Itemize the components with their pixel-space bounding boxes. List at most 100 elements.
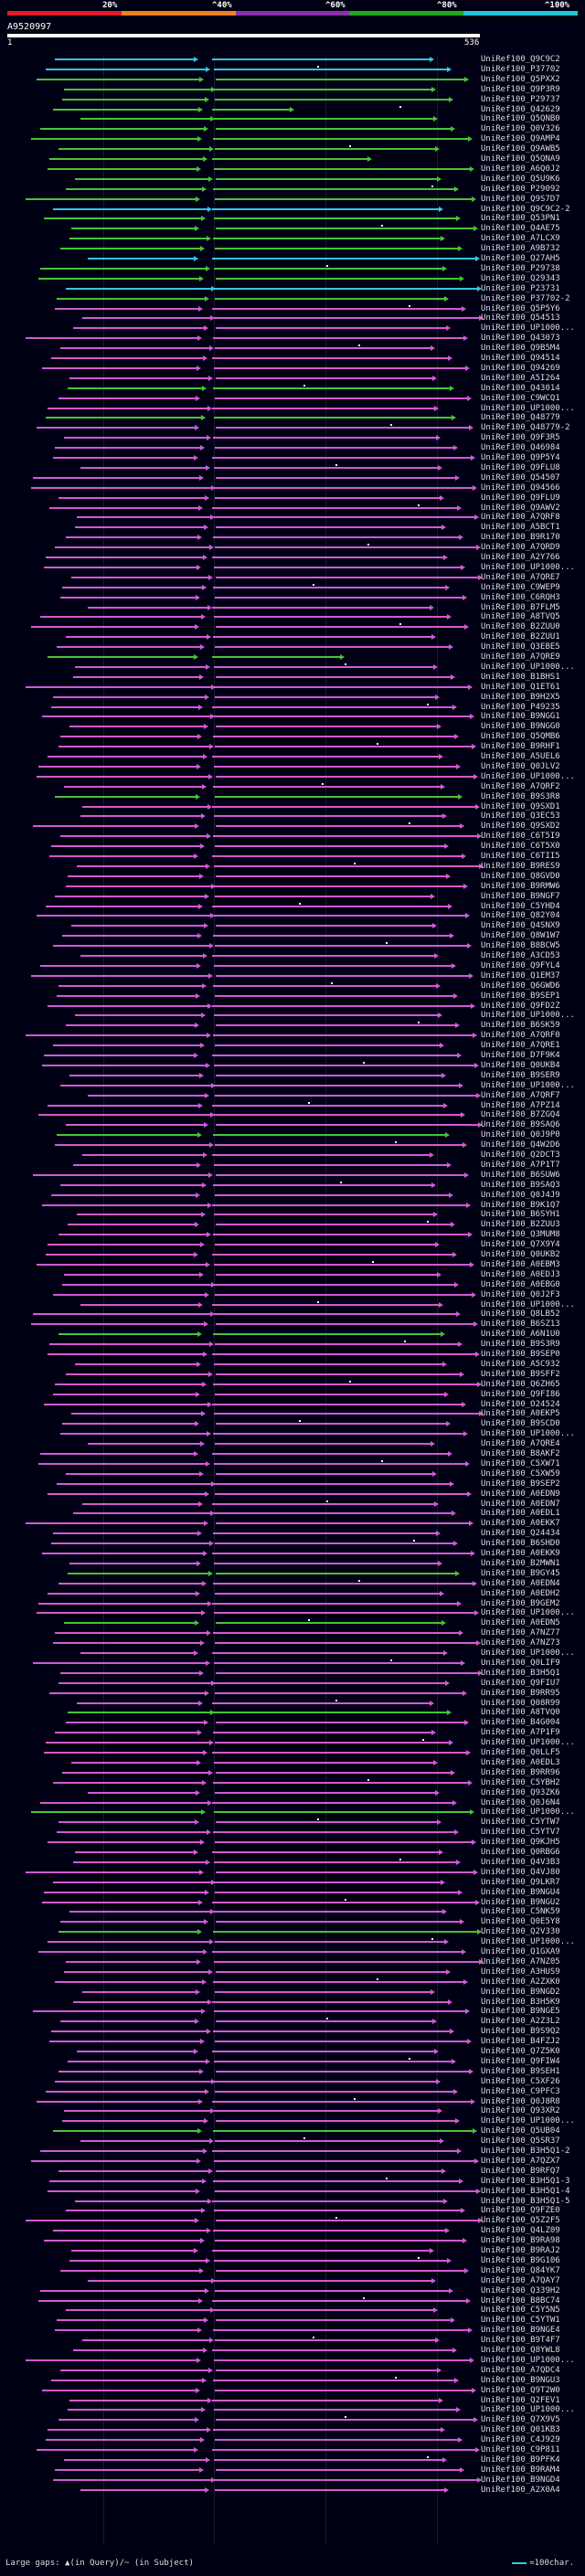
hit-label[interactable]: UniRef100_A7QRF0 [481, 1031, 560, 1040]
hit-label[interactable]: UniRef100_A5C932 [481, 1360, 560, 1369]
hit-label[interactable]: UniRef100_B3H5Q1-4 [481, 2187, 570, 2196]
hit-label[interactable]: UniRef100_A7P1T7 [481, 1161, 560, 1170]
hit-label[interactable]: UniRef100_C5YTW1 [481, 2316, 560, 2325]
hit-label[interactable]: UniRef100_Q82Y04 [481, 911, 560, 920]
hit-label[interactable]: UniRef100_Q0V326 [481, 124, 560, 133]
hit-label[interactable]: UniRef100_Q1GXA9 [481, 1947, 560, 1956]
hit-label[interactable]: UniRef100_A6Q0J2 [481, 164, 560, 174]
hit-label[interactable]: UniRef100_A7QRD9 [481, 543, 560, 552]
hit-label[interactable]: UniRef100_UP1000... [481, 2405, 575, 2414]
hit-label[interactable]: UniRef100_B6SHD0 [481, 1539, 560, 1548]
hit-label[interactable]: UniRef100_B9S3R9 [481, 1340, 560, 1349]
hit-label[interactable]: UniRef100_B2ZUU0 [481, 622, 560, 631]
hit-label[interactable]: UniRef100_Q7Z5K0 [481, 2047, 560, 2056]
hit-label[interactable]: UniRef100_B9NGF7 [481, 892, 560, 901]
hit-label[interactable]: UniRef100_A5BCT1 [481, 523, 560, 532]
hit-label[interactable]: UniRef100_P29737 [481, 95, 560, 104]
hit-label[interactable]: UniRef100_B9K1Q7 [481, 1201, 560, 1210]
hit-label[interactable]: UniRef100_A0EDN5 [481, 1618, 560, 1627]
hit-label[interactable]: UniRef100_B3H5Q1-5 [481, 2197, 570, 2206]
hit-label[interactable]: UniRef100_B1BHS1 [481, 673, 560, 682]
hit-label[interactable]: UniRef100_A5I264 [481, 374, 560, 383]
hit-label[interactable]: UniRef100_Q339H2 [481, 2286, 560, 2295]
hit-label[interactable]: UniRef100_B2MWN1 [481, 1559, 560, 1568]
hit-label[interactable]: UniRef100_C6RQH3 [481, 593, 560, 602]
hit-label[interactable]: UniRef100_C6T5I9 [481, 832, 560, 841]
hit-label[interactable]: UniRef100_Q2FEV1 [481, 2396, 560, 2405]
hit-label[interactable]: UniRef100_B9G106 [481, 2256, 560, 2265]
hit-label[interactable]: UniRef100_C4J929 [481, 2435, 560, 2444]
hit-label[interactable]: UniRef100_Q5SR37 [481, 2136, 560, 2146]
hit-label[interactable]: UniRef100_Q6ZH65 [481, 1380, 560, 1389]
hit-label[interactable]: UniRef100_B9RR95 [481, 1689, 560, 1698]
hit-label[interactable]: UniRef100_B9SCD0 [481, 1419, 560, 1428]
hit-label[interactable]: UniRef100_Q9LKR7 [481, 1878, 560, 1887]
hit-label[interactable]: UniRef100_B9GY45 [481, 1569, 560, 1578]
hit-label[interactable]: UniRef100_P37702 [481, 65, 560, 74]
hit-label[interactable]: UniRef100_C5XF26 [481, 2077, 560, 2086]
hit-label[interactable]: UniRef100_Q9B5M4 [481, 344, 560, 353]
hit-label[interactable]: UniRef100_Q9AMP4 [481, 134, 560, 143]
hit-label[interactable]: UniRef100_A7QRE7 [481, 573, 560, 582]
hit-label[interactable]: UniRef100_C9WEP9 [481, 583, 560, 592]
hit-label[interactable]: UniRef100_Q9KJH5 [481, 1838, 560, 1847]
hit-label[interactable]: UniRef100_Q1ET61 [481, 683, 560, 692]
hit-label[interactable]: UniRef100_B9SAQ3 [481, 1181, 560, 1190]
hit-label[interactable]: UniRef100_A8TVQ0 [481, 1708, 560, 1717]
hit-label[interactable]: UniRef100_Q0J2F3 [481, 1290, 560, 1299]
hit-label[interactable]: UniRef100_Q4W2D6 [481, 1140, 560, 1150]
hit-label[interactable]: UniRef100_B9R170 [481, 533, 560, 542]
hit-label[interactable]: UniRef100_C5YBH2 [481, 1778, 560, 1787]
hit-label[interactable]: UniRef100_A8TVQ5 [481, 612, 560, 621]
hit-label[interactable]: UniRef100_Q8GVD0 [481, 872, 560, 881]
hit-label[interactable]: UniRef100_B9NGG1 [481, 712, 560, 721]
hit-label[interactable]: UniRef100_A0EDL3 [481, 1758, 560, 1767]
hit-label[interactable]: UniRef100_B3H5Q1-3 [481, 2177, 570, 2186]
hit-label[interactable]: UniRef100_UP1000... [481, 1081, 575, 1090]
hit-label[interactable]: UniRef100_UP1000... [481, 2356, 575, 2365]
hit-label[interactable]: UniRef100_UP1000... [481, 772, 575, 781]
hit-label[interactable]: UniRef100_A0EDL1 [481, 1509, 560, 1518]
hit-label[interactable]: UniRef100_Q0UKB4 [481, 1061, 560, 1070]
hit-label[interactable]: UniRef100_A0EKK9 [481, 1549, 560, 1558]
hit-label[interactable]: UniRef100_B9RMW6 [481, 882, 560, 891]
hit-label[interactable]: UniRef100_B9NGG0 [481, 722, 560, 731]
hit-label[interactable]: UniRef100_Q94269 [481, 364, 560, 373]
hit-label[interactable]: UniRef100_B9NGD4 [481, 2475, 560, 2485]
hit-label[interactable]: UniRef100_UP1000... [481, 323, 575, 333]
hit-label[interactable]: UniRef100_A7QZX7 [481, 2157, 560, 2166]
hit-label[interactable]: UniRef100_Q5QNB0 [481, 114, 560, 123]
hit-label[interactable]: UniRef100_A7QRF8 [481, 513, 560, 522]
hit-label[interactable]: UniRef100_Q2DCT3 [481, 1150, 560, 1160]
hit-label[interactable]: UniRef100_UP1000... [481, 1937, 575, 1946]
hit-label[interactable]: UniRef100_Q5Z2F5 [481, 2216, 560, 2225]
hit-label[interactable]: UniRef100_Q5U9K6 [481, 175, 560, 184]
hit-label[interactable]: UniRef100_B9SEP2 [481, 1479, 560, 1489]
hit-label[interactable]: UniRef100_C5Y5N5 [481, 2306, 560, 2315]
hit-label[interactable]: UniRef100_Q2V330 [481, 1927, 560, 1936]
hit-label[interactable]: UniRef100_C5NK59 [481, 1907, 560, 1916]
hit-label[interactable]: UniRef100_D7F9K4 [481, 1051, 560, 1060]
hit-label[interactable]: UniRef100_B9PFK4 [481, 2455, 560, 2465]
hit-label[interactable]: UniRef100_B9T4F7 [481, 2336, 560, 2345]
hit-label[interactable]: UniRef100_B9RAJ2 [481, 2246, 560, 2255]
hit-label[interactable]: UniRef100_B9NGU2 [481, 1898, 560, 1907]
hit-label[interactable]: UniRef100_Q08R99 [481, 1699, 560, 1708]
hit-label[interactable]: UniRef100_B3H5Q1 [481, 1669, 560, 1678]
hit-label[interactable]: UniRef100_B9RFQ7 [481, 2167, 560, 2176]
hit-label[interactable]: UniRef100_Q0UKB2 [481, 1250, 560, 1259]
hit-label[interactable]: UniRef100_A5UEL6 [481, 752, 560, 761]
hit-label[interactable]: UniRef100_UP1000... [481, 1011, 575, 1020]
hit-label[interactable]: UniRef100_A7PZ14 [481, 1101, 560, 1110]
hit-label[interactable]: UniRef100_UP1000... [481, 563, 575, 572]
hit-label[interactable]: UniRef100_Q0JLV2 [481, 762, 560, 771]
hit-label[interactable]: UniRef100_Q42629 [481, 105, 560, 114]
hit-label[interactable]: UniRef100_C9P811 [481, 2445, 560, 2454]
hit-label[interactable]: UniRef100_B3H5K9 [481, 1998, 560, 2007]
hit-label[interactable]: UniRef100_A0EDN4 [481, 1579, 560, 1588]
hit-label[interactable]: UniRef100_Q3MUM8 [481, 1230, 560, 1239]
hit-label[interactable]: UniRef100_UP1000... [481, 1608, 575, 1617]
hit-label[interactable]: UniRef100_Q5PXX2 [481, 75, 560, 84]
hit-label[interactable]: UniRef100_A7P1F9 [481, 1728, 560, 1737]
hit-label[interactable]: UniRef100_Q24434 [481, 1529, 560, 1538]
